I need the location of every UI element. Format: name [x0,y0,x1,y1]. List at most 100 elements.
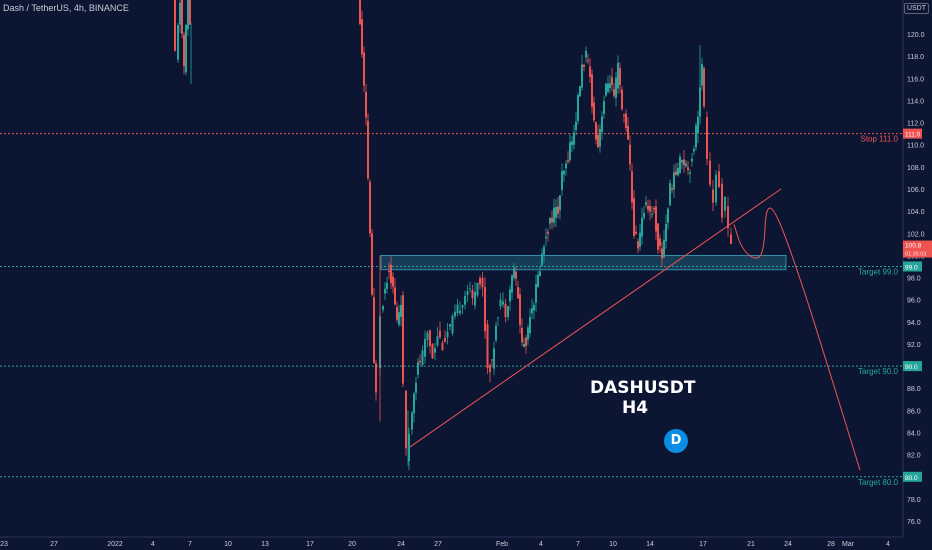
x-tick-label: 28 [827,541,835,548]
candle-body [663,239,665,258]
candle-body [189,0,191,25]
y-tick-label: 96.0 [907,298,921,305]
candle-body [677,167,679,176]
candle-body [507,306,509,318]
y-tick-label: 82.0 [907,453,921,460]
x-tick-label: 20 [348,541,356,548]
candle-body [400,304,402,317]
candle-body [587,60,589,62]
candle-body [398,312,400,325]
candle-body [567,160,569,163]
candle-body [609,83,611,88]
candle-body [715,174,717,203]
candle-body [502,301,504,305]
candle-body [653,207,655,210]
candle-body [573,132,575,145]
candle-body [396,306,398,320]
candle-body [541,253,543,266]
candle-body [523,344,525,348]
candle-body [474,291,476,306]
candle-body [431,344,434,359]
candle-body [527,327,529,340]
candle-body [671,188,673,190]
y-tick-label: 88.0 [907,386,921,393]
projected-price-path [733,207,861,471]
candle-body [697,116,699,134]
candle-body [589,66,591,77]
candle-body [408,434,410,462]
candle-body [661,248,663,259]
candle-body [419,360,421,363]
candle-body [517,287,519,299]
candle-body [529,317,531,334]
x-tick-label: 17 [699,541,707,548]
candle-body [599,129,601,147]
candle-body [413,393,415,414]
candle-body [434,348,436,353]
candle-body [727,206,729,228]
x-tick-label: 17 [306,541,314,548]
candle-body [675,171,677,175]
level-label-target-90: Target 90.0 [858,367,899,376]
candle-body [561,171,563,190]
candle-body [495,325,497,341]
pair-timeframe-label: DASHUSDT H4 [590,378,696,418]
candle-body [384,288,386,294]
candle-body [571,141,573,146]
candle-body [363,52,365,86]
candle-body [405,390,407,449]
candle-body [513,268,515,278]
level-label-target-80: Target 80.0 [858,478,899,487]
x-tick-label: 2022 [107,541,123,548]
level-axis-text-target-99: 99.0 [905,264,918,271]
currency-unit-badge[interactable]: USDT [903,3,929,14]
candle-body [581,64,583,88]
candle-body [392,276,394,287]
candle-body [361,19,363,55]
candle-body [424,338,426,357]
candle-body [476,282,479,296]
candle-body [591,74,593,107]
y-tick-label: 108.0 [907,165,925,172]
candle-body [575,121,577,131]
level-axis-tag-target-80 [903,471,922,482]
candle-body [643,213,645,218]
candle-body [446,331,449,338]
candle-body [543,246,545,255]
candle-body [593,102,595,121]
candle-body [627,125,629,140]
x-tick-label: 10 [609,541,617,548]
y-tick-label: 114.0 [907,98,924,105]
candle-body [489,365,491,373]
candle-body [471,290,474,299]
timeframe-name: H4 [621,398,649,418]
level-axis-tag-target-90 [903,361,922,372]
y-tick-label: 78.0 [907,497,921,504]
symbol-header: Dash / TetherUS, 4h, BINANCE [3,3,129,13]
candle-body [519,294,521,325]
candle-body [415,382,417,393]
candle-body [669,183,671,206]
candle-body [685,163,687,167]
y-tick-label: 76.0 [907,519,921,526]
candle-body [365,91,367,118]
candle-body [539,271,541,276]
candle-body [369,181,371,234]
candle-body [555,207,557,218]
candle-body [402,295,404,384]
candle-body [466,291,469,296]
candle-body [595,122,597,140]
candle-body [629,144,631,165]
level-axis-text-stop: 111.0 [905,132,921,139]
candle-body [607,83,609,92]
candle-body [683,159,685,166]
dash-logo-icon: D [664,429,688,453]
candle-body [481,277,484,288]
current-price-tag [903,240,932,258]
candle-body [525,337,527,347]
candle-body [533,304,535,311]
candle-body [701,64,703,86]
level-label-stop: Stop 111.0 [860,135,898,144]
x-tick-label: 4 [151,541,155,548]
